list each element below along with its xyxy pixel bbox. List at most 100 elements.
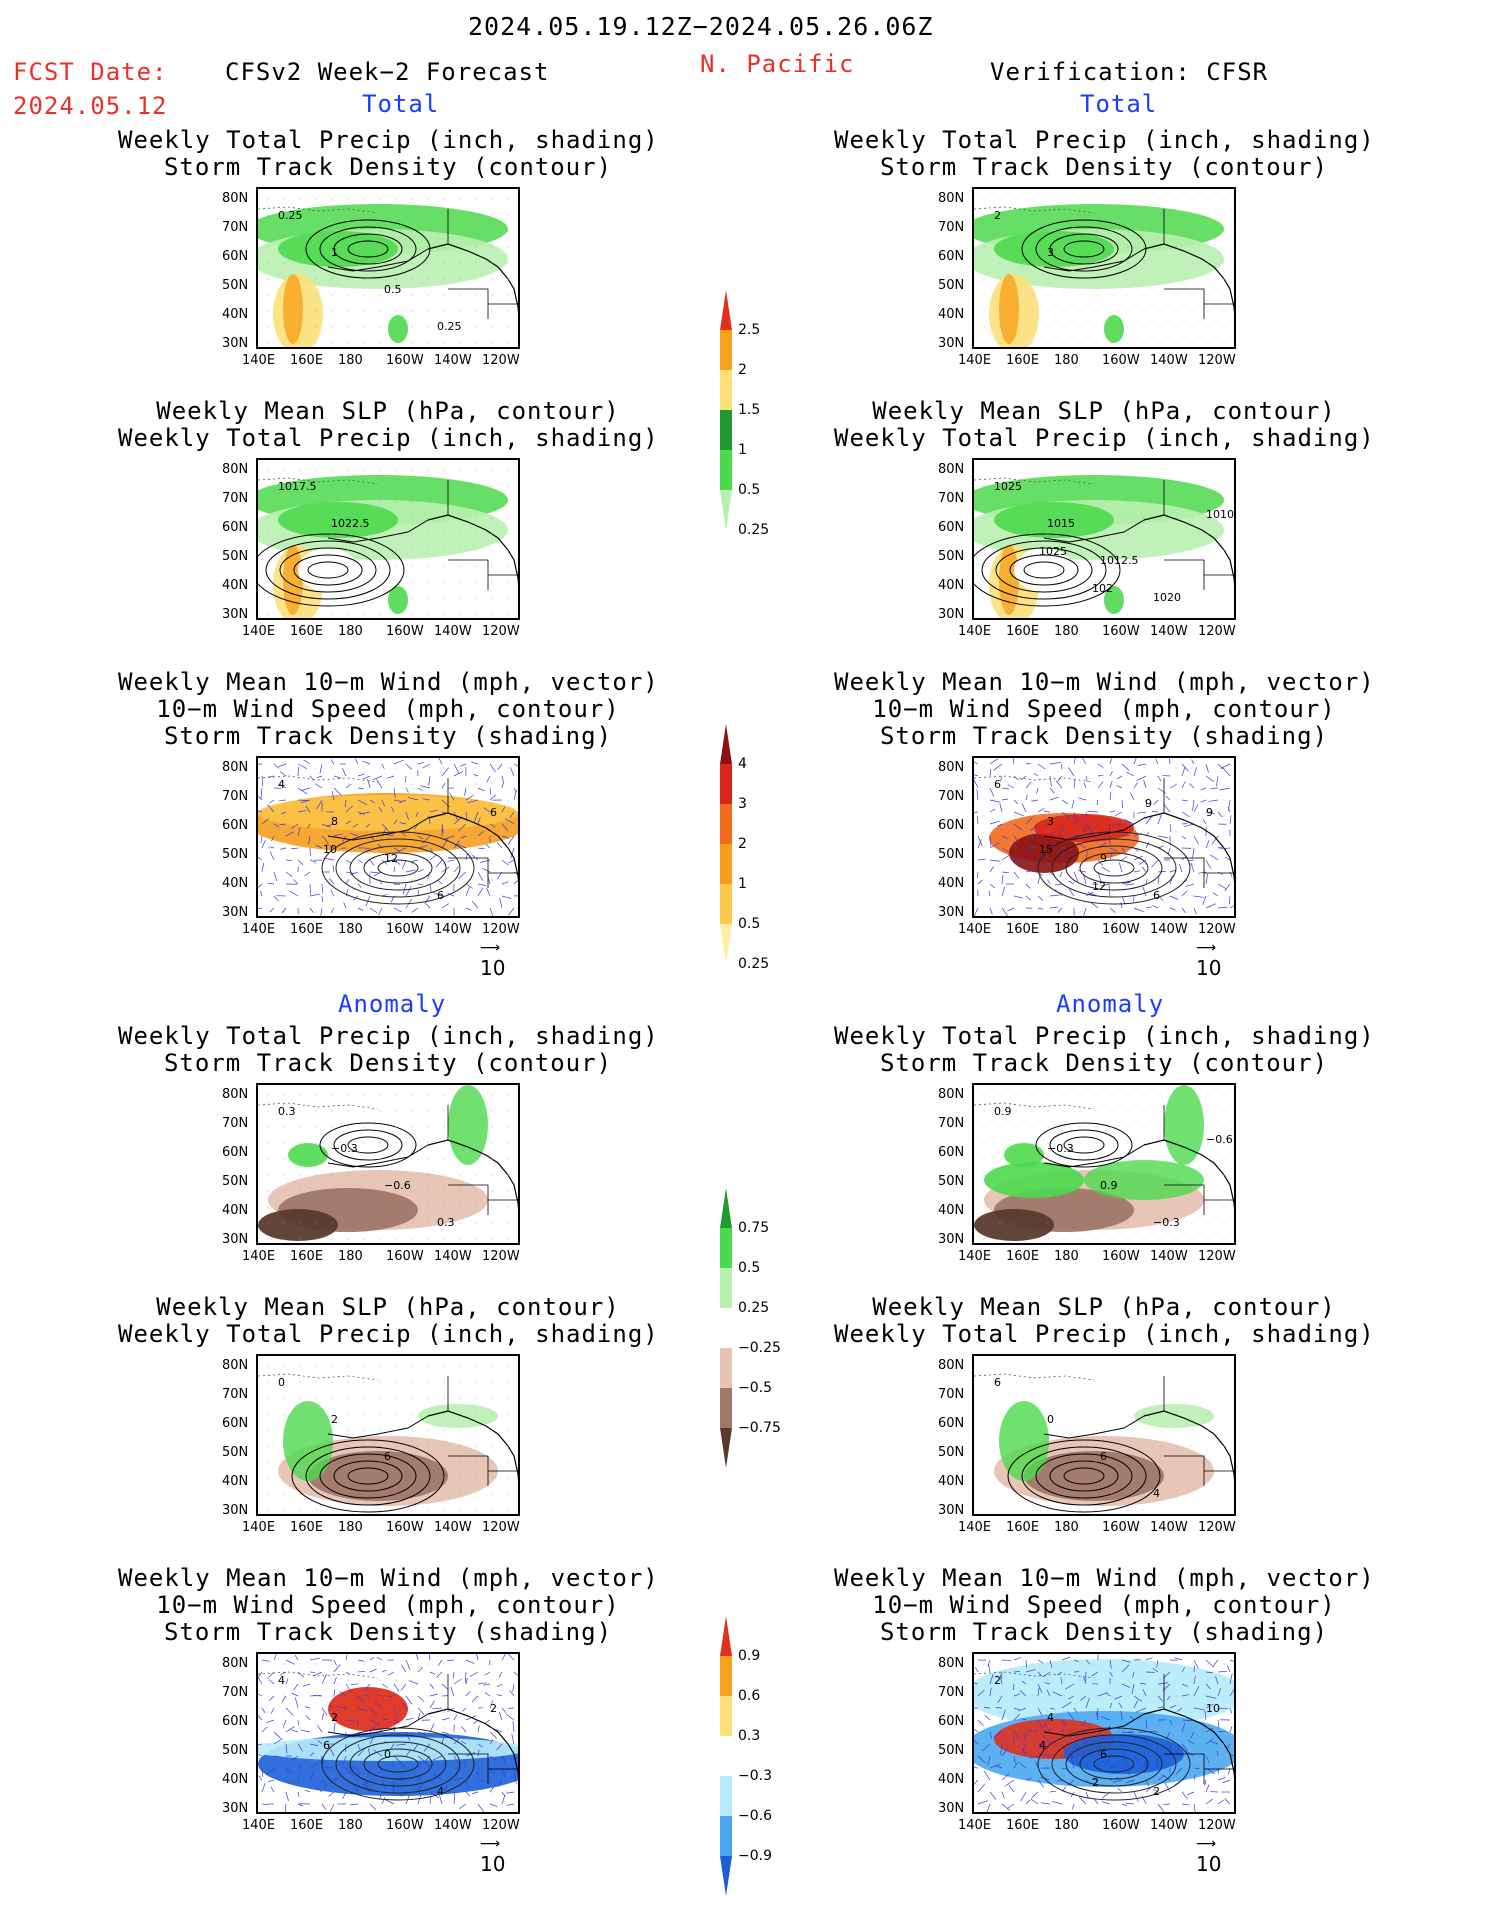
obs-anom-slp-precip-contour-label: 6 — [994, 1376, 1001, 1389]
obs-total-slp-precip-title-line: Weekly Total Precip (inch, shading) — [834, 424, 1375, 452]
forecast-total-wind-storm-contour-label: 6 — [490, 806, 497, 819]
colorbar-storm-anomaly-label: 0.3 — [738, 1728, 761, 1744]
forecast-total-wind-storm-contour-label: 6 — [437, 889, 444, 902]
colorbar-precip-anomaly-label: −0.25 — [738, 1340, 781, 1356]
forecast-total-wind-storm-title-line: 10−m Wind Speed (mph, contour) — [156, 695, 620, 723]
lat-tick-label: 30N — [938, 905, 965, 920]
lon-tick-label: 160E — [290, 624, 324, 639]
colorbar-precip-anomaly-top-triangle — [720, 1188, 732, 1228]
lon-tick-label: 140E — [958, 1520, 992, 1535]
lat-tick-label: 30N — [222, 336, 249, 351]
forecast-anom-wind-storm-contour-label: 0 — [384, 1748, 391, 1761]
forecast-total-precip-storm-field: 0.25 1 0.5 0.25 — [258, 198, 518, 347]
lat-tick-label: 80N — [938, 1358, 965, 1373]
colorbar-storm-anomaly: 0.9 0.6 0.3 −0.3 −0.6 −0.9 — [718, 1596, 798, 1920]
colorbar-precip-anomaly-bottom-triangle — [720, 1428, 732, 1468]
lon-tick-label: 120W — [1198, 624, 1236, 639]
obs-anom-wind-storm-title: Weekly Mean 10−m Wind (mph, vector) 10−m … — [834, 1565, 1374, 1646]
lon-tick-label: 160W — [386, 922, 424, 937]
forecast-total-precip-storm-title-line: Weekly Total Precip (inch, shading) — [118, 126, 659, 154]
forecast-total-slp-precip-title: Weekly Mean SLP (hPa, contour) Weekly Tot… — [118, 398, 658, 452]
colorbar-storm-anomaly-swatch — [720, 1736, 732, 1776]
lon-tick-label: 160W — [1102, 1520, 1140, 1535]
colorbar-storm-anomaly-label: −0.6 — [738, 1808, 772, 1824]
forecast-total-precip-storm-contour-label: 0.25 — [278, 209, 303, 222]
obs-total-precip-storm-title-line: Storm Track Density (contour) — [879, 153, 1329, 181]
colorbar-storm-anomaly-top-triangle — [720, 1616, 732, 1656]
lat-tick-label: 60N — [938, 818, 965, 833]
lat-tick-label: 70N — [222, 789, 249, 804]
obs-anom-wind-storm-contour-label: 2 — [994, 1674, 1001, 1687]
forecast-anom-slp-precip-contour-label: 2 — [331, 1413, 338, 1426]
lat-tick-label: 40N — [222, 1772, 249, 1787]
vector-reference-value: 10 — [1196, 1852, 1222, 1876]
lat-tick-label: 70N — [938, 491, 965, 506]
lon-tick-label: 160E — [1006, 922, 1040, 937]
lat-tick-label: 60N — [222, 818, 249, 833]
lat-tick-label: 50N — [938, 1445, 965, 1460]
colorbar-storm-anomaly-label: 0.9 — [738, 1648, 761, 1664]
forecast-anom-precip-storm-title-line: Storm Track Density (contour) — [163, 1049, 613, 1077]
obs-anom-precip-storm-contour-label: 0.9 — [994, 1105, 1012, 1118]
colorbar-storm-total-swatch — [720, 844, 732, 884]
obs-total-slp-precip-contour-label: 1010 — [1206, 508, 1234, 521]
obs-anom-wind-storm-contour-label: 2 — [1153, 1785, 1160, 1798]
forecast-anom-wind-storm-contour-label: 4 — [437, 1785, 444, 1798]
lon-tick-label: 140E — [958, 1249, 992, 1264]
lat-tick-label: 60N — [938, 1714, 965, 1729]
colorbar-precip-anomaly-swatch — [720, 1308, 732, 1348]
lat-tick-label: 50N — [938, 278, 965, 293]
forecast-total-wind-storm-title-line: Weekly Mean 10−m Wind (mph, vector) — [118, 668, 659, 696]
lat-tick-label: 70N — [222, 1116, 249, 1131]
colorbar-precip-total-label: 2 — [738, 362, 747, 378]
obs-total-slp-precip-title-line: Weekly Mean SLP (hPa, contour) — [872, 397, 1336, 425]
colorbar-precip-total-top-triangle — [720, 290, 732, 330]
forecast-anom-slp-precip-contour-label: 6 — [384, 1450, 391, 1463]
obs-anom-precip-storm-contour-label: 0.9 — [1100, 1179, 1118, 1192]
colorbar-precip-total-label: 0.25 — [738, 522, 770, 538]
obs-total-wind-storm-title-line: Weekly Mean 10−m Wind (mph, vector) — [834, 668, 1375, 696]
lat-tick-label: 50N — [938, 1743, 965, 1758]
obs-total-slp-precip-field: 1025 1015 1012.5 1020 1010 1025 102 — [974, 469, 1234, 618]
obs-anom-wind-storm-contour-label: 10 — [1206, 1702, 1220, 1715]
lon-tick-label: 180 — [1054, 1818, 1079, 1833]
lat-tick-label: 70N — [938, 1387, 965, 1402]
obs-total-slp-precip-contour-label: 1025 — [1039, 545, 1067, 558]
colorbar-precip-total: 2.5 2 1.5 1 0.5 0.25 — [718, 270, 798, 554]
forecast-anom-precip-storm-title-line: Weekly Total Precip (inch, shading) — [118, 1022, 659, 1050]
obs-anom-wind-storm-contour-label: 2 — [1092, 1776, 1099, 1789]
forecast-anom-wind-storm-contour-label: 2 — [331, 1711, 338, 1724]
obs-total-slp-precip-contour-label: 102 — [1092, 582, 1113, 595]
colorbar-storm-anomaly-label: −0.9 — [738, 1848, 772, 1864]
obs-anom-precip-storm-map: 0.9 −0.3 0.9 −0.3 −0.6 — [972, 1083, 1236, 1245]
forecast-anomaly-label: Anomaly — [338, 990, 447, 1018]
colorbar-precip-total-swatches — [720, 290, 732, 530]
lon-tick-label: 120W — [482, 922, 520, 937]
lat-tick-label: 40N — [938, 307, 965, 322]
forecast-anom-slp-precip-title-line: Weekly Total Precip (inch, shading) — [118, 1320, 659, 1348]
lon-tick-label: 140W — [1150, 1818, 1188, 1833]
obs-total-wind-storm-title-line: 10−m Wind Speed (mph, contour) — [872, 695, 1336, 723]
forecast-anom-slp-precip-contour-label: 0 — [278, 1376, 285, 1389]
lon-tick-label: 140W — [434, 1818, 472, 1833]
lat-tick-label: 50N — [222, 278, 249, 293]
obs-total-wind-storm-contour-label: 9 — [1100, 852, 1107, 865]
forecast-total-wind-storm-contour-label: 12 — [384, 852, 398, 865]
lon-tick-label: 180 — [338, 624, 363, 639]
lon-tick-label: 140E — [958, 922, 992, 937]
lat-tick-label: 60N — [938, 1416, 965, 1431]
lon-tick-label: 140W — [434, 922, 472, 937]
fcst-date: 2024.05.12 — [13, 92, 168, 120]
lon-tick-label: 140E — [242, 1249, 276, 1264]
obs-total-wind-storm-contour-label: 6 — [1153, 889, 1160, 902]
lat-tick-label: 50N — [222, 1445, 249, 1460]
lat-tick-label: 30N — [222, 905, 249, 920]
lat-tick-label: 40N — [222, 876, 249, 891]
obs-anom-wind-storm-contour-label: 6 — [1100, 1748, 1107, 1761]
obs-anom-wind-storm-title-line: 10−m Wind Speed (mph, contour) — [872, 1591, 1336, 1619]
colorbar-precip-total-label: 1 — [738, 442, 747, 458]
colorbar-storm-total: 4 3 2 1 0.5 0.25 — [718, 704, 798, 988]
colorbar-precip-anomaly-swatch — [720, 1348, 732, 1388]
obs-total-slp-precip-map: 1025 1015 1012.5 1020 1010 1025 102 — [972, 458, 1236, 620]
